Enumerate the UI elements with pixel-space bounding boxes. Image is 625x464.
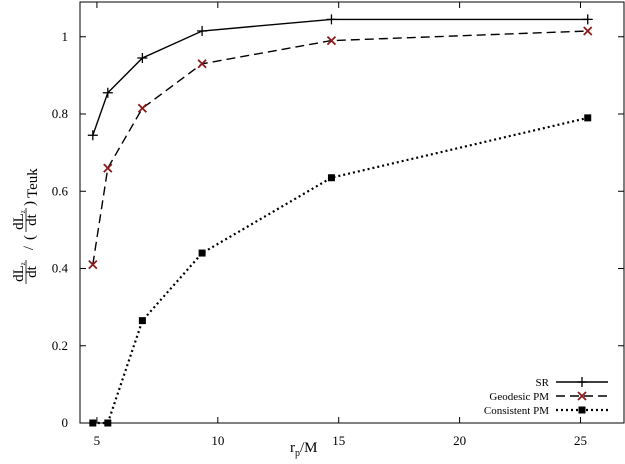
data-point-consistent-pm — [584, 114, 592, 122]
legend-marker — [577, 391, 587, 401]
plot-frame — [79, 1, 625, 424]
data-point-consistent-pm — [104, 419, 112, 427]
y-tick-label: 0.4 — [52, 261, 69, 276]
marker-d2 — [583, 26, 593, 36]
x-axis-label: rp/M — [290, 440, 318, 459]
x-tick-label: 15 — [332, 433, 345, 448]
data-point-geodesic-pm — [88, 260, 98, 270]
y-tick-label: 0.2 — [52, 338, 68, 353]
y-label-paren-close: ) — [22, 201, 38, 206]
x-tick-label: 25 — [574, 433, 587, 448]
legend-sample-geodesic-pm — [556, 391, 608, 401]
y-axis-label: dLz dt / ( dLz dt ) Teuk — [11, 168, 41, 284]
series-consistent-pm — [89, 114, 592, 427]
marker-d2 — [577, 391, 587, 401]
marker-d2 — [103, 163, 113, 173]
data-point-sr — [87, 130, 98, 141]
y-tick-label: 0 — [62, 415, 69, 430]
legend-label-geodesic-pm: Geodesic PM — [489, 391, 549, 403]
legend-label-sr: SR — [536, 377, 550, 389]
y-tick-label: 0.6 — [52, 183, 69, 198]
x-tick-label: 20 — [453, 433, 466, 448]
legend: SR Geodesic PM Consistent PM — [484, 377, 608, 417]
y-label-num2: dLz — [11, 210, 27, 230]
data-point-consistent-pm — [198, 249, 206, 257]
series-line-consistent-pm — [92, 116, 588, 425]
legend-sample-consistent-pm — [556, 406, 608, 414]
marker-d2 — [326, 35, 337, 46]
data-point-consistent-pm — [138, 317, 146, 325]
data-point-sr — [137, 53, 148, 64]
marker-d2 — [88, 260, 98, 270]
data-point-sr — [197, 25, 208, 36]
data-point-geodesic-pm — [583, 26, 593, 36]
legend-label-consistent-pm: Consistent PM — [484, 405, 549, 417]
series-sr — [87, 14, 593, 141]
data-point-sr — [582, 14, 593, 25]
x-tick-label: 5 — [94, 433, 101, 448]
tick-labels: 5 10 15 20 25 0 0.2 0.4 0.6 0.8 1 — [52, 29, 587, 448]
series-line-geodesic-pm — [92, 30, 588, 265]
y-tick-label: 1 — [62, 29, 69, 44]
data-point-sr — [326, 14, 337, 25]
y-label-num1: dLz — [11, 262, 27, 282]
legend-marker — [577, 377, 587, 387]
data-point-geodesic-pm — [137, 103, 148, 113]
data-point-geodesic-pm — [326, 35, 337, 46]
series-line-sr — [92, 18, 588, 136]
x-tick-label: 10 — [211, 433, 224, 448]
legend-marker — [578, 406, 586, 414]
y-tick-label: 0.8 — [52, 106, 68, 121]
data-point-sr — [102, 87, 113, 98]
marker-d2 — [137, 103, 148, 113]
data-point-geodesic-pm — [197, 59, 207, 69]
data-point-consistent-pm — [327, 174, 335, 182]
axis-ticks — [80, 2, 624, 424]
y-label-sub-teuk: Teuk — [25, 168, 41, 198]
series-layer — [87, 14, 593, 427]
data-point-geodesic-pm — [103, 163, 113, 173]
y-label-slash: / — [21, 245, 37, 250]
legend-sample-sr — [556, 377, 608, 387]
data-point-consistent-pm — [89, 419, 97, 427]
y-label-paren-open: ( — [22, 235, 38, 240]
series-geodesic-pm — [88, 26, 593, 270]
y-label-den1: dt — [24, 265, 40, 278]
marker-d2 — [197, 59, 207, 69]
y-label-den2: dt — [24, 213, 40, 226]
